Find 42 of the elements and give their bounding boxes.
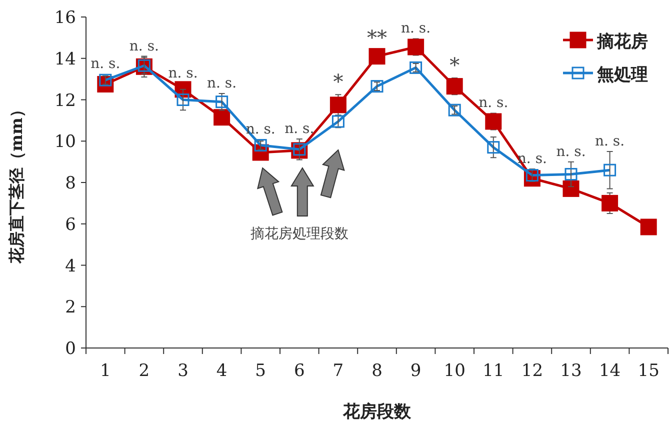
x-tick-label: 2 — [138, 361, 150, 381]
x-tick-label: 15 — [638, 361, 660, 381]
annotation: n. s. — [595, 133, 625, 150]
x-tick-label: 1 — [100, 361, 111, 381]
y-tick-label: 10 — [54, 132, 76, 152]
x-tick-label: 4 — [216, 361, 228, 381]
annotation: n. s. — [478, 95, 508, 112]
x-tick-label: 13 — [560, 361, 582, 381]
y-tick-label: 4 — [65, 256, 76, 276]
annotation: n. s. — [207, 76, 237, 92]
annotation: n. s. — [90, 56, 120, 72]
y-tick-label: 14 — [54, 49, 76, 70]
x-tick-label: 12 — [521, 361, 544, 381]
annotation: n. s. — [246, 121, 276, 138]
annotation: 摘花房処理段数 — [250, 226, 348, 242]
x-tick-label: 10 — [444, 361, 466, 381]
annotation: n. s. — [556, 144, 586, 160]
x-tick-label: 14 — [598, 361, 621, 381]
y-tick-label: 8 — [65, 174, 76, 194]
legend-label: 摘花房 — [596, 32, 648, 52]
x-tick-label: 9 — [410, 361, 422, 381]
x-tick-label: 11 — [482, 361, 504, 381]
annotation: * — [450, 53, 460, 78]
y-tick-label: 16 — [54, 8, 76, 28]
legend-label: 無処理 — [596, 65, 648, 85]
x-tick-label: 3 — [178, 361, 188, 381]
y-tick-label: 0 — [65, 339, 76, 359]
y-tick-label: 2 — [65, 298, 76, 318]
x-axis-title: 花房段数 — [342, 402, 412, 422]
annotation: n. s. — [168, 65, 198, 82]
x-tick-label: 7 — [332, 361, 344, 381]
x-tick-label: 8 — [372, 361, 382, 381]
annotation: n. s. — [129, 38, 159, 54]
annotation: n. s. — [401, 20, 431, 37]
annotation: * — [333, 70, 344, 94]
annotation: n. s. — [284, 121, 314, 138]
y-tick-label: 6 — [65, 214, 76, 235]
y-tick-label: 12 — [54, 90, 76, 111]
annotation: ** — [367, 25, 387, 50]
y-axis-title: 花房直下茎径（mm） — [7, 102, 26, 264]
x-tick-label: 6 — [294, 361, 305, 381]
x-tick-label: 5 — [255, 361, 266, 381]
